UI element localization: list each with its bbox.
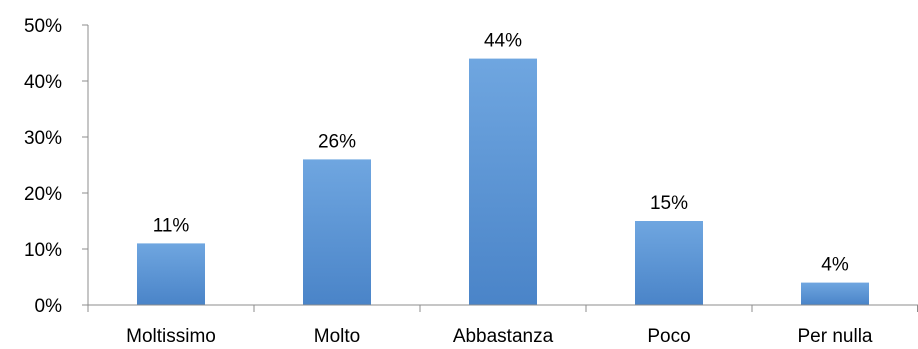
y-axis-ticks: 0% 10% 20% 30% 40% 50% — [24, 16, 62, 317]
y-tick-label: 0% — [35, 296, 63, 317]
x-category-label: Molto — [314, 326, 360, 347]
y-tick-label: 10% — [24, 240, 62, 261]
bar-abbastanza — [469, 58, 537, 305]
bars — [137, 58, 869, 305]
bar-moltissimo — [137, 243, 205, 305]
x-category-label: Poco — [647, 326, 690, 347]
x-axis-labels: Moltissimo Molto Abbastanza Poco Per nulla — [126, 326, 873, 347]
x-category-label: Moltissimo — [126, 326, 216, 347]
y-tick-label: 40% — [24, 72, 62, 93]
data-label: 4% — [821, 255, 849, 276]
x-category-label: Abbastanza — [453, 326, 554, 347]
bar-molto — [303, 159, 371, 305]
bar-poco — [635, 221, 703, 305]
y-tick-label: 20% — [24, 184, 62, 205]
data-label: 11% — [153, 215, 190, 236]
y-tick-label: 50% — [24, 16, 62, 37]
data-label: 26% — [318, 131, 356, 152]
bar-per-nulla — [801, 282, 869, 305]
x-category-label: Per nulla — [798, 326, 873, 347]
data-label: 44% — [484, 31, 522, 52]
axes — [82, 24, 918, 312]
data-label: 15% — [650, 193, 688, 214]
y-tick-label: 30% — [24, 128, 62, 149]
data-labels: 11% 26% 44% 15% 4% — [153, 31, 849, 276]
